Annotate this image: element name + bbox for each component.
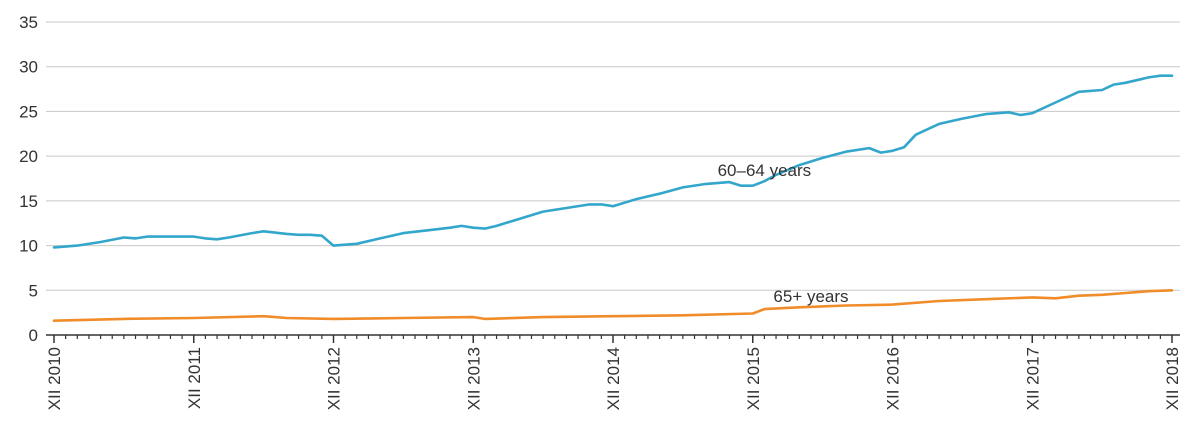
x-tick-label: XII 2016	[884, 347, 903, 410]
x-tick-label: XII 2015	[744, 347, 763, 410]
axes	[46, 334, 1180, 343]
x-tick-label: XII 2018	[1163, 347, 1182, 410]
series-line-60-64	[52, 74, 1174, 249]
y-tick-label: 15	[19, 192, 38, 211]
y-tick-label: 5	[29, 281, 38, 300]
y-tick-label: 0	[29, 326, 38, 345]
x-tick-label: XII 2011	[185, 347, 204, 409]
series-annotation: 60–64 years	[718, 161, 812, 180]
y-tick-label: 35	[19, 13, 38, 32]
labels: 0 5 10 15 20 25 30 35 XII 2010 XII 2011 XII 2012 XI…	[19, 13, 1182, 410]
series-annotation: 65+ years	[773, 287, 848, 306]
x-tick-label: XII 2013	[464, 347, 483, 410]
series-line-65-plus	[52, 288, 1174, 323]
x-tick-label: XII 2012	[325, 347, 344, 410]
y-tick-label: 30	[19, 58, 38, 77]
y-tick-label: 10	[19, 237, 38, 256]
x-tick-label: XII 2010	[45, 347, 64, 410]
gridlines	[46, 21, 1180, 291]
series	[52, 74, 1174, 323]
x-tick-label: XII 2014	[604, 347, 623, 410]
x-tick-label: XII 2017	[1023, 347, 1042, 410]
y-tick-label: 20	[19, 147, 38, 166]
y-tick-label: 25	[19, 102, 38, 121]
